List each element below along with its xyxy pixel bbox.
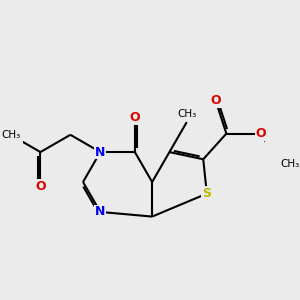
Text: CH₃: CH₃ (177, 110, 196, 119)
Text: N: N (95, 206, 106, 218)
Text: O: O (130, 111, 140, 124)
Text: O: O (210, 94, 221, 107)
Text: N: N (95, 146, 106, 159)
Text: CH₃: CH₃ (1, 130, 20, 140)
Text: O: O (256, 127, 266, 140)
Text: O: O (35, 180, 46, 193)
Text: CH₃: CH₃ (280, 158, 299, 169)
Text: S: S (202, 187, 211, 200)
